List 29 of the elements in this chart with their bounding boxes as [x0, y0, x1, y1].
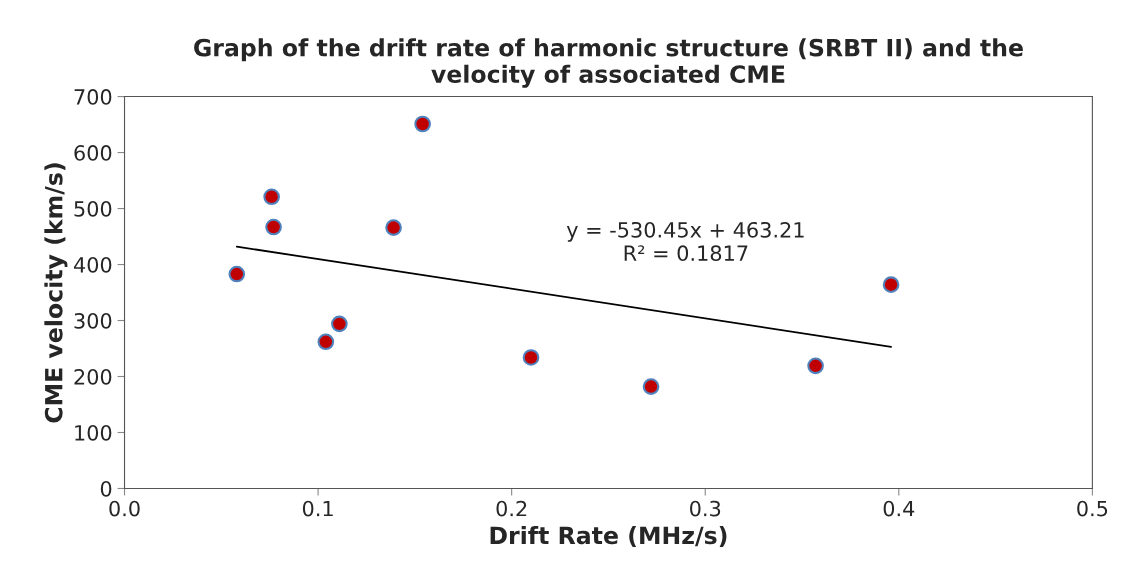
- y-tick-label: 600: [74, 145, 112, 161]
- point: [882, 276, 900, 294]
- x-tick-label: 0.3: [690, 500, 721, 517]
- point: [642, 378, 660, 395]
- y-tick-label: 100: [75, 424, 112, 441]
- y-tick-label: 700: [74, 89, 112, 105]
- point: [317, 333, 335, 351]
- x-tick-label: 0.1: [302, 500, 333, 517]
- point: [228, 265, 246, 283]
- point: [331, 315, 348, 333]
- x-axis-title: Drift Rate (MHz/s): [490, 526, 727, 548]
- point: [414, 115, 431, 133]
- point: [522, 349, 540, 366]
- chart-title: Graph of the drift rate of harmonic structure (SRBT II) and the velocity of associated CME: [194, 38, 1023, 88]
- point: [265, 218, 282, 236]
- point: [263, 188, 280, 206]
- point: [385, 219, 402, 236]
- y-tick-label: 300: [74, 312, 112, 329]
- y-tick-label: 500: [74, 200, 112, 217]
- x-tick-label: 0.2: [496, 500, 527, 517]
- y-tick-label: 400: [73, 256, 112, 273]
- y-axis-title: CME velocity (km/s): [44, 163, 68, 423]
- annotation: y = -530.45x + 463.21 R² = 0.1817: [566, 221, 804, 262]
- x-tick-label: 0.4: [883, 500, 915, 517]
- x-tick-label: 0.5: [1077, 500, 1108, 517]
- y-tick-label: 0: [100, 480, 112, 497]
- y-tick-label: 200: [74, 368, 112, 385]
- point: [807, 357, 824, 375]
- x-tick-label: 0.0: [109, 500, 140, 517]
